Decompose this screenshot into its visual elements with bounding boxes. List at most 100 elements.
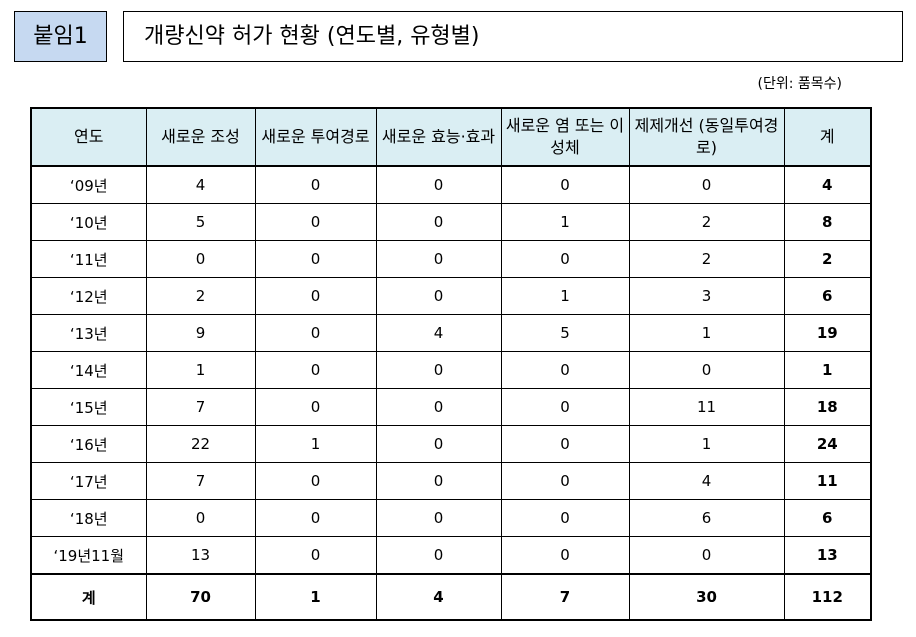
value-cell: 4: [145, 165, 256, 204]
value-cell: 5: [500, 314, 630, 352]
column-header: 연도: [30, 107, 147, 167]
value-cell: 11: [783, 462, 872, 500]
value-cell: 0: [375, 203, 502, 241]
table-row: ‘09년 4 0 0 0 0 4: [30, 165, 872, 204]
column-header: 새로운 효능·효과: [375, 107, 502, 167]
total-cell: 112: [783, 573, 872, 621]
column-header: 새로운 투여경로: [254, 107, 377, 167]
value-cell: 2: [145, 277, 256, 315]
column-header: 제제개선 (동일투여경로): [628, 107, 785, 167]
total-cell: 30: [628, 573, 785, 621]
value-cell: 4: [375, 314, 502, 352]
header-row: 연도 새로운 조성 새로운 투여경로 새로운 효능·효과 새로운 염 또는 이성체 제제개…: [30, 107, 872, 167]
unit-note: (단위: 품목수): [757, 76, 843, 92]
value-cell: 4: [783, 165, 872, 204]
total-cell: 1: [254, 573, 377, 621]
value-cell: 0: [375, 240, 502, 278]
value-cell: 0: [500, 425, 630, 463]
value-cell: 0: [254, 499, 377, 537]
year-cell: ‘12년: [30, 277, 147, 315]
year-cell: ‘10년: [30, 203, 147, 241]
value-cell: 0: [145, 240, 256, 278]
table-row: ‘16년 22 1 0 0 1 24: [30, 425, 872, 463]
value-cell: 0: [254, 314, 377, 352]
page-title: 개량신약 허가 현황 (연도별, 유형별): [123, 11, 903, 62]
value-cell: 0: [500, 462, 630, 500]
value-cell: 0: [375, 277, 502, 315]
table-row: ‘18년 0 0 0 0 6 6: [30, 499, 872, 537]
value-cell: 0: [500, 499, 630, 537]
value-cell: 9: [145, 314, 256, 352]
value-cell: 1: [628, 314, 785, 352]
value-cell: 0: [375, 388, 502, 426]
year-cell: ‘17년: [30, 462, 147, 500]
value-cell: 2: [628, 240, 785, 278]
value-cell: 0: [145, 499, 256, 537]
table-row: ‘14년 1 0 0 0 0 1: [30, 351, 872, 389]
value-cell: 18: [783, 388, 872, 426]
approval-table: 연도 새로운 조성 새로운 투여경로 새로운 효능·효과 새로운 염 또는 이성체 제제개…: [30, 107, 872, 621]
table-row: ‘10년 5 0 0 1 2 8: [30, 203, 872, 241]
value-cell: 1: [145, 351, 256, 389]
year-cell: ‘14년: [30, 351, 147, 389]
year-cell: ‘13년: [30, 314, 147, 352]
year-cell: ‘11년: [30, 240, 147, 278]
year-cell: ‘18년: [30, 499, 147, 537]
value-cell: 13: [145, 536, 256, 575]
value-cell: 6: [628, 499, 785, 537]
value-cell: 0: [254, 240, 377, 278]
value-cell: 0: [254, 462, 377, 500]
value-cell: 13: [783, 536, 872, 575]
year-cell: ‘15년: [30, 388, 147, 426]
value-cell: 0: [375, 351, 502, 389]
column-header: 새로운 염 또는 이성체: [500, 107, 630, 167]
value-cell: 7: [145, 388, 256, 426]
value-cell: 7: [145, 462, 256, 500]
value-cell: 0: [254, 351, 377, 389]
total-row: 계 70 1 4 7 30 112: [30, 573, 872, 621]
value-cell: 0: [375, 462, 502, 500]
value-cell: 1: [500, 277, 630, 315]
value-cell: 6: [783, 499, 872, 537]
value-cell: 0: [375, 425, 502, 463]
year-cell: ‘19년11월: [30, 536, 147, 575]
column-header: 새로운 조성: [145, 107, 256, 167]
total-cell: 7: [500, 573, 630, 621]
value-cell: 0: [628, 536, 785, 575]
value-cell: 1: [628, 425, 785, 463]
value-cell: 0: [375, 536, 502, 575]
attachment-label: 붙임1: [14, 11, 107, 62]
value-cell: 0: [500, 240, 630, 278]
table-row: ‘12년 2 0 0 1 3 6: [30, 277, 872, 315]
value-cell: 24: [783, 425, 872, 463]
value-cell: 1: [500, 203, 630, 241]
year-cell: ‘09년: [30, 165, 147, 204]
table-row: ‘13년 9 0 4 5 1 19: [30, 314, 872, 352]
value-cell: 8: [783, 203, 872, 241]
value-cell: 0: [254, 203, 377, 241]
value-cell: 0: [254, 277, 377, 315]
value-cell: 0: [500, 388, 630, 426]
table-row: ‘17년 7 0 0 0 4 11: [30, 462, 872, 500]
table-row: ‘15년 7 0 0 0 11 18: [30, 388, 872, 426]
value-cell: 0: [254, 165, 377, 204]
value-cell: 0: [254, 388, 377, 426]
value-cell: 0: [254, 536, 377, 575]
value-cell: 0: [628, 165, 785, 204]
value-cell: 0: [375, 499, 502, 537]
value-cell: 11: [628, 388, 785, 426]
value-cell: 0: [500, 351, 630, 389]
value-cell: 22: [145, 425, 256, 463]
total-cell: 계: [30, 573, 147, 621]
value-cell: 5: [145, 203, 256, 241]
column-header: 계: [783, 107, 872, 167]
value-cell: 4: [628, 462, 785, 500]
value-cell: 0: [375, 165, 502, 204]
table-row: ‘11년 0 0 0 0 2 2: [30, 240, 872, 278]
value-cell: 1: [254, 425, 377, 463]
table-row: ‘19년11월 13 0 0 0 0 13: [30, 536, 872, 575]
total-cell: 70: [145, 573, 256, 621]
total-cell: 4: [375, 573, 502, 621]
value-cell: 2: [783, 240, 872, 278]
